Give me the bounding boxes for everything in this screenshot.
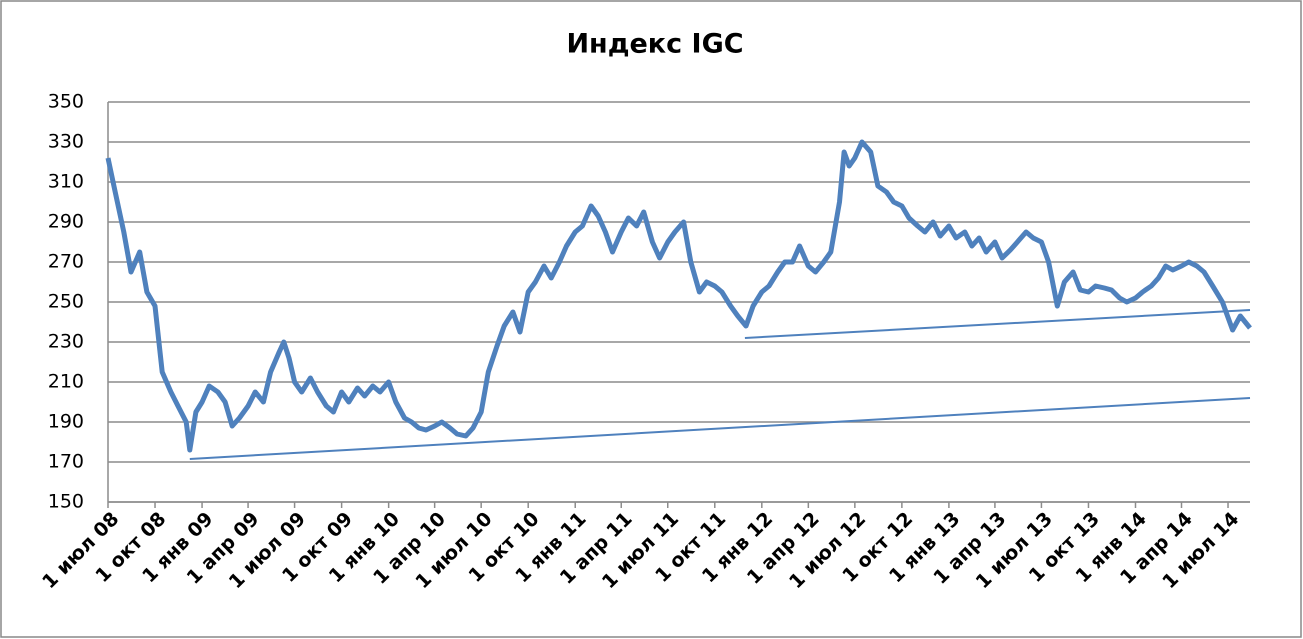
y-tick-label: 190 [48, 411, 84, 433]
trend-line [744, 309, 1251, 339]
y-tick-label: 230 [48, 331, 84, 353]
y-tick-label: 270 [48, 251, 84, 273]
y-tick-label: 250 [48, 291, 84, 313]
y-tick-label: 150 [48, 491, 84, 513]
y-tick-label: 310 [48, 171, 84, 193]
trend-line [189, 397, 1251, 460]
y-tick-label: 290 [48, 211, 84, 233]
y-tick-label: 330 [48, 131, 84, 153]
y-tick-label: 170 [48, 451, 84, 473]
y-tick-label: 350 [48, 91, 84, 113]
y-tick-label: 210 [48, 371, 84, 393]
series-line [105, 139, 1252, 453]
chart-title: Индекс IGC [566, 29, 743, 60]
